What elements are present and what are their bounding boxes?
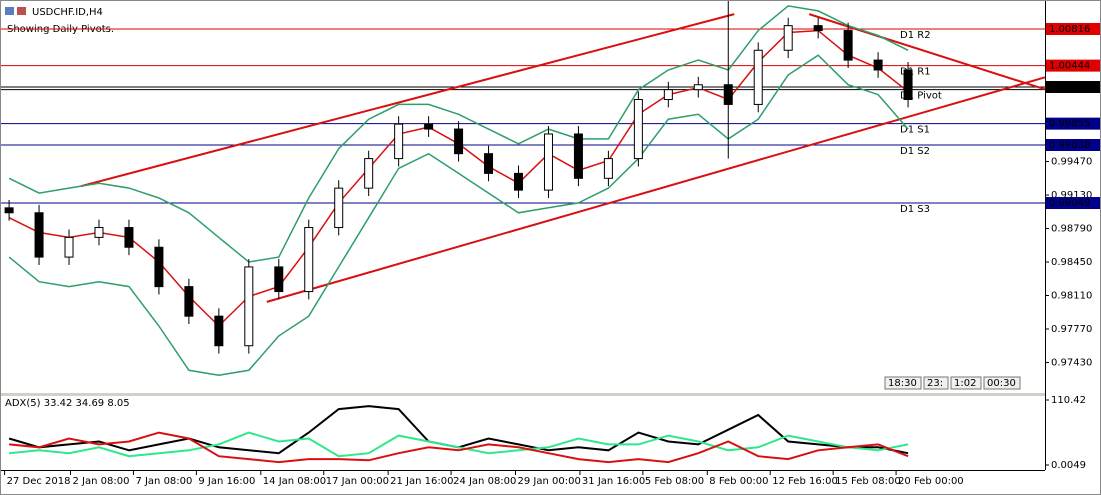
x-tick-label: 20 Feb 00:00: [898, 476, 964, 487]
pivot-label: D1 S2: [900, 146, 930, 157]
candle-body: [484, 153, 494, 174]
y-tick-label: 0.98790: [1051, 224, 1092, 235]
x-tick-label: 7 Jan 08:00: [135, 476, 192, 487]
y-tick-label: 0.99130: [1051, 190, 1092, 201]
pivot-note: Showing Daily Pivots.: [7, 24, 114, 35]
candle-body: [903, 69, 913, 101]
candle-body: [154, 246, 164, 288]
window-icon: [5, 7, 14, 15]
x-tick-label: 12 Feb 16:00: [772, 476, 838, 487]
window-icon: [17, 7, 26, 15]
candle-body: [64, 236, 74, 258]
x-tick-label: 5 Feb 08:00: [645, 476, 704, 487]
candle-body: [184, 286, 194, 317]
x-tick-label: 27 Dec 2018: [7, 476, 71, 487]
candle-body: [753, 49, 763, 105]
overlay-line: [8, 5, 909, 263]
price-tag: [1046, 80, 1100, 93]
candle-body: [244, 266, 254, 347]
candle-body: [214, 315, 224, 347]
pivot-label: D1 Pivot: [900, 91, 942, 102]
y-tick-label: 0.0049: [1051, 460, 1086, 471]
price-tag-label: 1.00444: [1049, 61, 1090, 72]
y-tick-label: 0.97430: [1051, 357, 1092, 368]
pivot-label: D1 R1: [900, 67, 931, 78]
x-tick-label: 9 Jan 16:00: [198, 476, 255, 487]
candle-body: [274, 266, 284, 293]
overlay-line: [8, 54, 909, 377]
candle-body: [424, 123, 434, 130]
candle-body: [304, 227, 314, 293]
candle-body: [94, 227, 104, 238]
trend-line: [266, 76, 1046, 303]
toolbar-label: 23:: [927, 378, 943, 389]
price-tag: [1046, 59, 1100, 72]
candle-body: [394, 123, 404, 160]
y-tick-label: 0.98110: [1051, 290, 1092, 301]
y-tick-label: 0.97770: [1051, 324, 1092, 335]
toolbar: 18:30 23: 1:02 00:30: [884, 376, 1021, 390]
panel-separator: [1, 393, 1045, 396]
candle-body: [454, 128, 464, 155]
x-tick-label: 24 Jan 08:00: [453, 476, 516, 487]
toolbar-button[interactable]: [923, 376, 949, 390]
x-tick-label: 17 Jan 00:00: [326, 476, 389, 487]
candle-body: [783, 25, 793, 51]
trend-line: [80, 13, 735, 188]
y-tick-label: 0.98450: [1051, 257, 1092, 268]
y-tick-label: 0.99470: [1051, 157, 1092, 168]
price-tag: [1046, 22, 1100, 35]
toolbar-label: 1:02: [954, 378, 976, 389]
x-tick-label: 21 Jan 16:00: [390, 476, 453, 487]
indicator-line: [9, 431, 909, 464]
toolbar-button[interactable]: [983, 376, 1021, 390]
price-tag: [1046, 197, 1100, 210]
candle-body: [543, 133, 553, 191]
pivot-label: D1 S3: [900, 204, 930, 215]
price-tag-label: 1.00816: [1049, 24, 1090, 35]
candle-body: [873, 59, 883, 71]
x-tick-label: 29 Jan 00:00: [518, 476, 581, 487]
candle-body: [663, 89, 673, 101]
candle-body: [34, 212, 44, 258]
indicator-line: [9, 431, 909, 458]
toolbar-button[interactable]: [884, 376, 922, 390]
symbol-title: USDCHF.ID,H4: [32, 7, 103, 18]
y-tick-label: 110.42: [1051, 395, 1086, 406]
current-price-label: 1.00227: [1049, 82, 1090, 93]
price-tag-label: 0.99855: [1049, 119, 1090, 130]
candle-body: [843, 30, 853, 61]
x-tick-label: 15 Feb 08:00: [835, 476, 901, 487]
price-tag: [1046, 117, 1100, 130]
candle-body: [4, 207, 14, 214]
candle-body: [603, 158, 613, 179]
candle-body: [573, 133, 583, 179]
candle-body: [364, 158, 374, 189]
toolbar-label: 18:30: [888, 378, 917, 389]
x-tick-label: 14 Jan 08:00: [263, 476, 326, 487]
price-tag: [1046, 139, 1100, 152]
pivot-label: D1 S1: [900, 125, 930, 136]
x-tick-label: 8 Feb 00:00: [709, 476, 768, 487]
x-tick-label: 2 Jan 08:00: [73, 476, 130, 487]
toolbar-button[interactable]: [950, 376, 982, 390]
price-tag-label: 0.99638: [1049, 140, 1090, 151]
candle-body: [633, 99, 643, 160]
price-tag-label: 0.99049: [1049, 198, 1090, 209]
candle-body: [124, 227, 134, 248]
candle-body: [334, 187, 344, 229]
toolbar-label: 00:30: [987, 378, 1016, 389]
candle-body: [693, 84, 703, 91]
candle-body: [514, 172, 524, 191]
candle-body: [813, 25, 823, 32]
x-tick-label: 31 Jan 16:00: [582, 476, 645, 487]
pivot-label: D1 R2: [900, 30, 931, 41]
candle-body: [723, 84, 733, 105]
adx-title: ADX(5) 33.42 34.69 8.05: [5, 398, 130, 409]
